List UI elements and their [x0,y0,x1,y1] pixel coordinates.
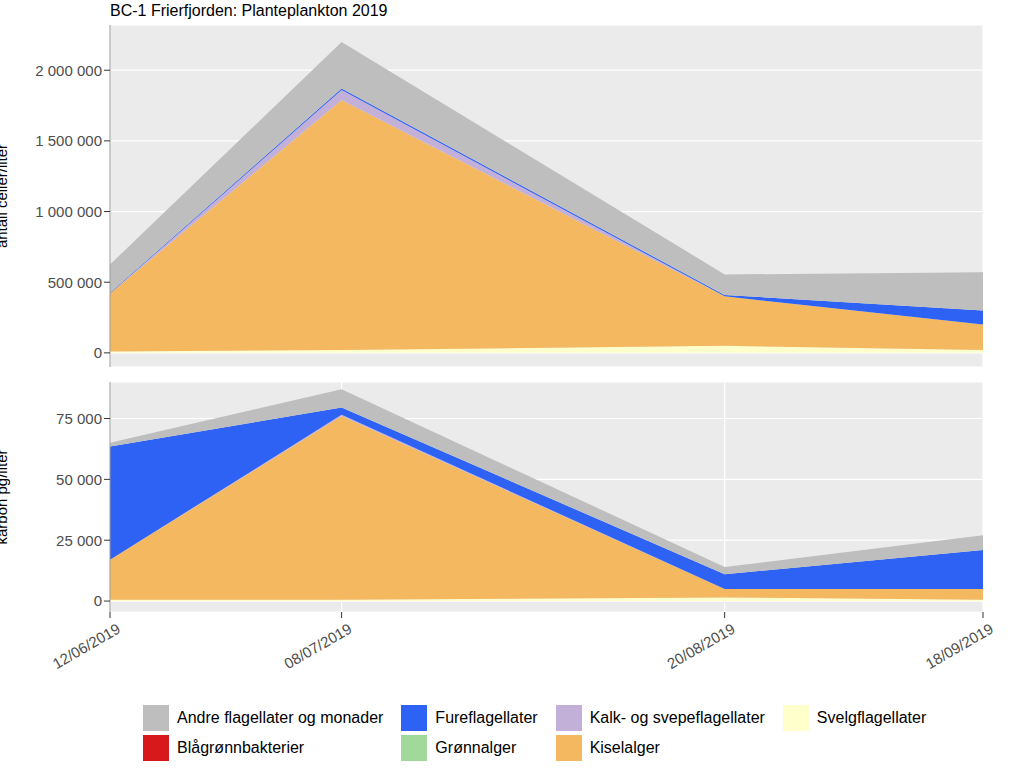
html-text:BC-1 Frierfjorden: Planteplank: BC-1 Frierfjorden: Planteplankton 2019 [110,2,388,19]
svg-text:0: 0 [94,344,102,361]
html-text:Andre flagellater og monader: Andre flagellater og monader [177,709,384,726]
svg-text:0: 0 [94,592,102,609]
svg-text:1 500 000: 1 500 000 [35,132,102,149]
svg-text:50 000: 50 000 [56,471,102,488]
svg-text:08/07/2019: 08/07/2019 [281,620,355,672]
svg-text:20/08/2019: 20/08/2019 [664,620,738,672]
svg-text:500 000: 500 000 [48,274,102,291]
html-text:Fureflagellater: Fureflagellater [435,709,538,726]
html-text:Blågrønnbakterier: Blågrønnbakterier [177,739,305,756]
svg-text:25 000: 25 000 [56,532,102,549]
svg-text:75 000: 75 000 [56,410,102,427]
html-text:Grønnalger: Grønnalger [435,739,517,756]
svg-text:18/09/2019: 18/09/2019 [922,620,996,672]
svg-text:karbon pg/liter: karbon pg/liter [8,449,10,544]
html-text:Kalk- og svepeflagellater: Kalk- og svepeflagellater [589,709,765,726]
html-text:Svelgflagellater: Svelgflagellater [816,709,927,726]
svg-text:1 000 000: 1 000 000 [35,203,102,220]
html-text:Kiselalger: Kiselalger [589,739,660,756]
svg-text:2 000 000: 2 000 000 [35,62,102,79]
svg-text:12/06/2019: 12/06/2019 [49,620,123,672]
svg-text:antall celler/liter: antall celler/liter [8,144,10,248]
